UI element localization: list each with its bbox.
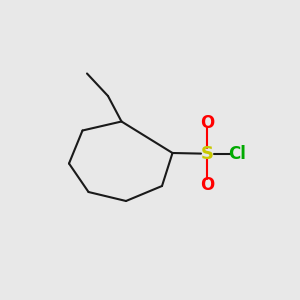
Text: O: O bbox=[200, 176, 214, 194]
Text: O: O bbox=[200, 114, 214, 132]
Text: S: S bbox=[200, 145, 214, 163]
Text: Cl: Cl bbox=[228, 145, 246, 163]
